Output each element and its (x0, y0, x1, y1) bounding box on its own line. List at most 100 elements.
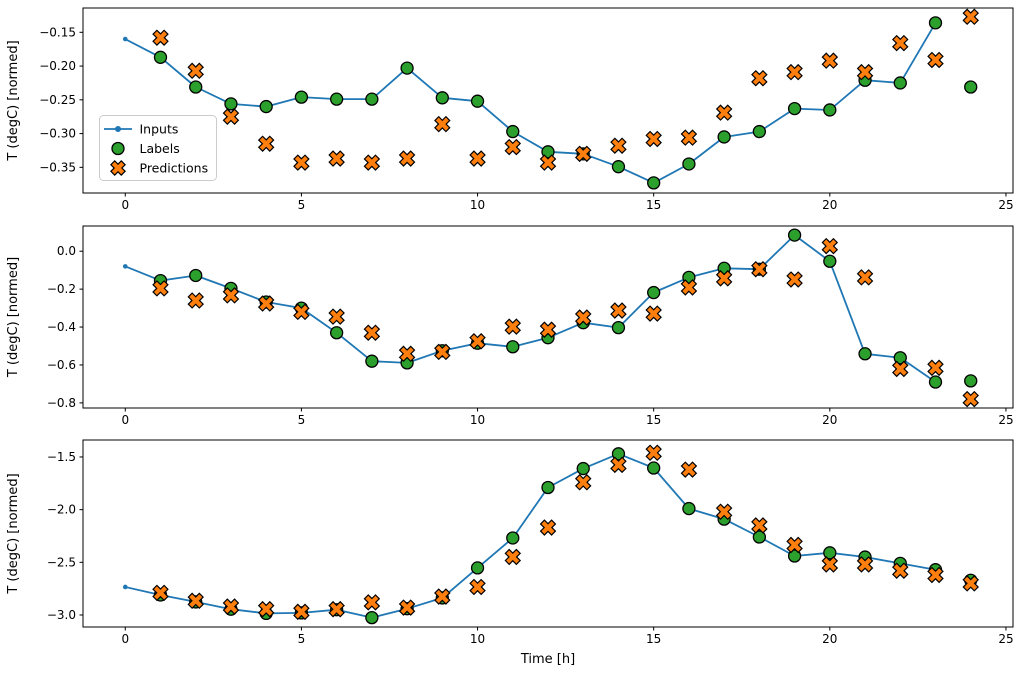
legend-box (99, 115, 217, 181)
x-tick-label: 20 (822, 413, 837, 427)
prediction-x-marker (293, 603, 310, 621)
prediction-x-marker (257, 135, 275, 152)
prediction-x-marker (187, 292, 204, 309)
plot-area (82, 225, 1014, 409)
label-point (576, 461, 590, 476)
x-axis: 0 5 10 15 20 25 (121, 193, 1014, 212)
label-point (506, 340, 520, 354)
prediction-x-marker (398, 345, 416, 363)
y-tick-label: −0.4 (47, 320, 76, 334)
prediction-x-marker (222, 108, 240, 125)
prediction-x-marker (751, 260, 768, 278)
prediction-x-marker (469, 150, 486, 167)
predictions-marker-series (152, 444, 979, 621)
label-point (823, 546, 837, 560)
label-point (647, 285, 661, 300)
prediction-x-marker (257, 600, 275, 618)
label-point (752, 530, 767, 544)
label-point (365, 610, 379, 625)
prediction-x-marker (152, 280, 169, 297)
legend: Inputs Labels Predictions (99, 115, 217, 181)
x-tick-label: 25 (998, 632, 1013, 646)
prediction-x-marker (293, 154, 310, 171)
prediction-x-marker (680, 279, 698, 296)
prediction-x-marker (574, 309, 592, 326)
x-tick-label: 15 (646, 413, 661, 427)
prediction-x-marker (504, 318, 522, 335)
y-tick-label: −3.0 (47, 608, 76, 622)
prediction-x-marker (856, 269, 874, 286)
label-point (611, 160, 626, 174)
legend-item-label: Predictions (140, 161, 209, 176)
x-tick-label: 15 (646, 632, 661, 646)
prediction-x-marker (539, 154, 557, 171)
x-tick-label: 0 (121, 413, 129, 427)
prediction-x-marker (927, 51, 944, 69)
prediction-x-marker (222, 287, 240, 304)
prediction-x-marker (539, 321, 557, 338)
prediction-x-marker (434, 343, 451, 361)
x-tick-label: 10 (470, 413, 485, 427)
x-tick-label: 0 (121, 198, 129, 212)
label-point (365, 92, 379, 106)
prediction-x-marker (257, 295, 275, 312)
prediction-x-marker (363, 154, 381, 171)
prediction-x-marker (786, 63, 803, 81)
plot-area (82, 439, 1014, 628)
label-point (647, 176, 661, 190)
prediction-x-marker (469, 578, 486, 596)
predictions-marker-series (152, 8, 979, 171)
label-point (365, 354, 379, 368)
prediction-x-marker (751, 517, 768, 534)
label-point (541, 480, 555, 495)
x-axis-title: Time [h] (520, 652, 575, 667)
prediction-x-marker (680, 129, 698, 146)
prediction-x-marker (398, 150, 416, 167)
label-point (858, 347, 872, 361)
input-point (122, 584, 128, 590)
label-point (893, 76, 907, 90)
label-point (189, 80, 203, 94)
x-tick-label: 10 (470, 198, 485, 212)
prediction-x-marker (856, 556, 874, 573)
prediction-x-marker (539, 519, 557, 536)
prediction-x-marker (962, 8, 979, 26)
prediction-x-marker (222, 598, 240, 615)
label-point (189, 268, 203, 283)
x-tick-label: 15 (646, 198, 661, 212)
legend-item-inputs: Inputs (104, 122, 178, 137)
label-point (329, 92, 344, 106)
prediction-x-marker (821, 52, 839, 69)
y-tick-label: −0.8 (47, 396, 76, 410)
prediction-x-marker (363, 324, 381, 342)
label-point (928, 375, 943, 389)
label-point (329, 326, 344, 340)
y-tick-label: 0.0 (57, 244, 76, 258)
subplot-3: 0 5 10 15 20 25 −1.5 −2.0 −2.5 −3.0 T (degC) [norm… (6, 439, 1014, 667)
prediction-x-marker (610, 137, 627, 155)
label-point (787, 101, 802, 116)
prediction-x-marker (821, 556, 839, 573)
prediction-x-marker (892, 34, 909, 52)
label-point (470, 561, 485, 575)
prediction-x-marker (504, 138, 522, 156)
prediction-x-marker (328, 150, 345, 167)
y-tick-label: −2.5 (47, 555, 76, 569)
legend-item-label: Labels (140, 141, 180, 156)
label-point (964, 374, 978, 388)
legend-inputs-dot-sample (115, 126, 121, 132)
label-point (787, 549, 802, 563)
prediction-x-marker (786, 271, 803, 288)
prediction-x-marker (892, 562, 909, 580)
prediction-x-marker (962, 575, 979, 592)
prediction-x-marker (434, 115, 451, 133)
label-point (541, 145, 555, 159)
legend-labels-circle-sample (111, 141, 125, 156)
y-tick-label: −0.15 (39, 25, 76, 39)
predictions-marker-series (152, 237, 979, 408)
x-axis: 0 5 10 15 20 25 (121, 408, 1014, 427)
prediction-x-marker (892, 360, 909, 378)
input-point (122, 264, 128, 269)
prediction-x-marker (856, 63, 874, 81)
